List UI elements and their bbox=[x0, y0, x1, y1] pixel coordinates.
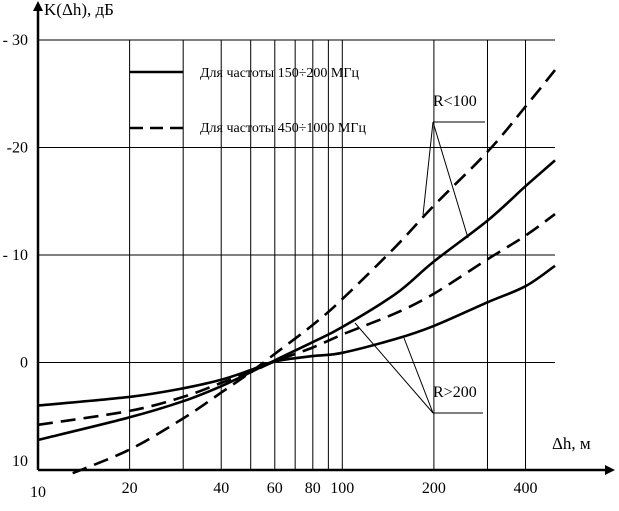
x-axis-label: Δh, м bbox=[552, 434, 591, 453]
annotation-r-gt-200-leader-2 bbox=[403, 337, 434, 414]
x-tick-label-80: 80 bbox=[305, 480, 321, 497]
x-tick-label-20: 20 bbox=[122, 480, 138, 497]
x-tick-label-400: 400 bbox=[514, 480, 538, 497]
legend-dashed-label: Для частоты 450÷1000 МГц bbox=[200, 121, 366, 136]
annotations: R<100 R>200 bbox=[354, 93, 485, 414]
annotation-r-lt-100: R<100 bbox=[433, 93, 477, 110]
series-line-1 bbox=[37, 159, 556, 442]
x-tick-label-200: 200 bbox=[422, 480, 446, 497]
x-tick-label-100: 100 bbox=[330, 480, 354, 497]
y-axis-label: K(Δh), дБ bbox=[44, 0, 114, 19]
series-layer bbox=[37, 69, 557, 475]
y-tick-label--10: 10 bbox=[12, 453, 28, 470]
series-line-3 bbox=[37, 264, 556, 407]
legend: Для частоты 150÷200 МГц Для частоты 450÷… bbox=[130, 66, 366, 136]
annotation-r-lt-100-leader-1 bbox=[422, 121, 434, 216]
series-line-2 bbox=[37, 213, 556, 427]
annotation-r-lt-100-leader-2 bbox=[432, 121, 469, 239]
x-tick-label-40: 40 bbox=[213, 480, 229, 497]
grid bbox=[38, 39, 555, 470]
y-tick-label-20: -20 bbox=[7, 140, 28, 157]
y-tick-label-0: 0 bbox=[20, 355, 28, 372]
y-tick-label-10: - 10 bbox=[3, 247, 28, 264]
annotation-r-gt-200: R>200 bbox=[433, 384, 477, 401]
y-tick-label-30: - 30 bbox=[3, 32, 28, 49]
ticks-layer: 10 20 40 60 80 100 200 400 - 30 -20 - 10 0 10 bbox=[3, 32, 538, 501]
annotation-r-gt-200-leader-1 bbox=[354, 322, 434, 414]
series-line-0 bbox=[72, 69, 557, 475]
x-tick-label-60: 60 bbox=[267, 480, 283, 497]
legend-solid-label: Для частоты 150÷200 МГц bbox=[200, 66, 359, 81]
x-tick-label-10: 10 bbox=[30, 484, 46, 501]
